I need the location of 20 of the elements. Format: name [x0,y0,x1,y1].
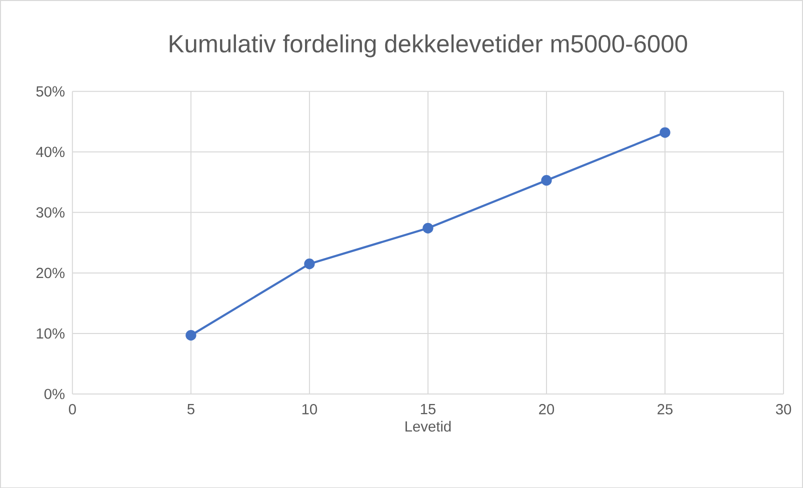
x-tick-label: 20 [539,404,554,414]
point [422,222,434,234]
x-tick-label: 30 [776,404,792,414]
y-tick-label: 30% [36,207,65,218]
y-tick-label: 50% [36,86,65,96]
point [186,330,196,340]
y-tick-label: 40% [36,146,65,157]
y-tick-label: 20% [36,268,65,278]
x-tick-label: 25 [658,404,673,414]
x-tick-label: 10 [302,404,318,414]
y-tick-label: 10% [36,328,65,338]
point [660,127,670,138]
x-tick-label: 15 [420,404,436,414]
chart-title: Kumulativ fordeling dekkelevetider m5000-6000 [170,34,688,58]
y-tick-label: 0% [44,388,65,399]
point [541,174,552,186]
x-tick-label: 5 [187,404,194,414]
point [304,258,315,270]
x-axis-title: Levetid [406,420,451,432]
x-tick-label: 0 [68,404,76,414]
